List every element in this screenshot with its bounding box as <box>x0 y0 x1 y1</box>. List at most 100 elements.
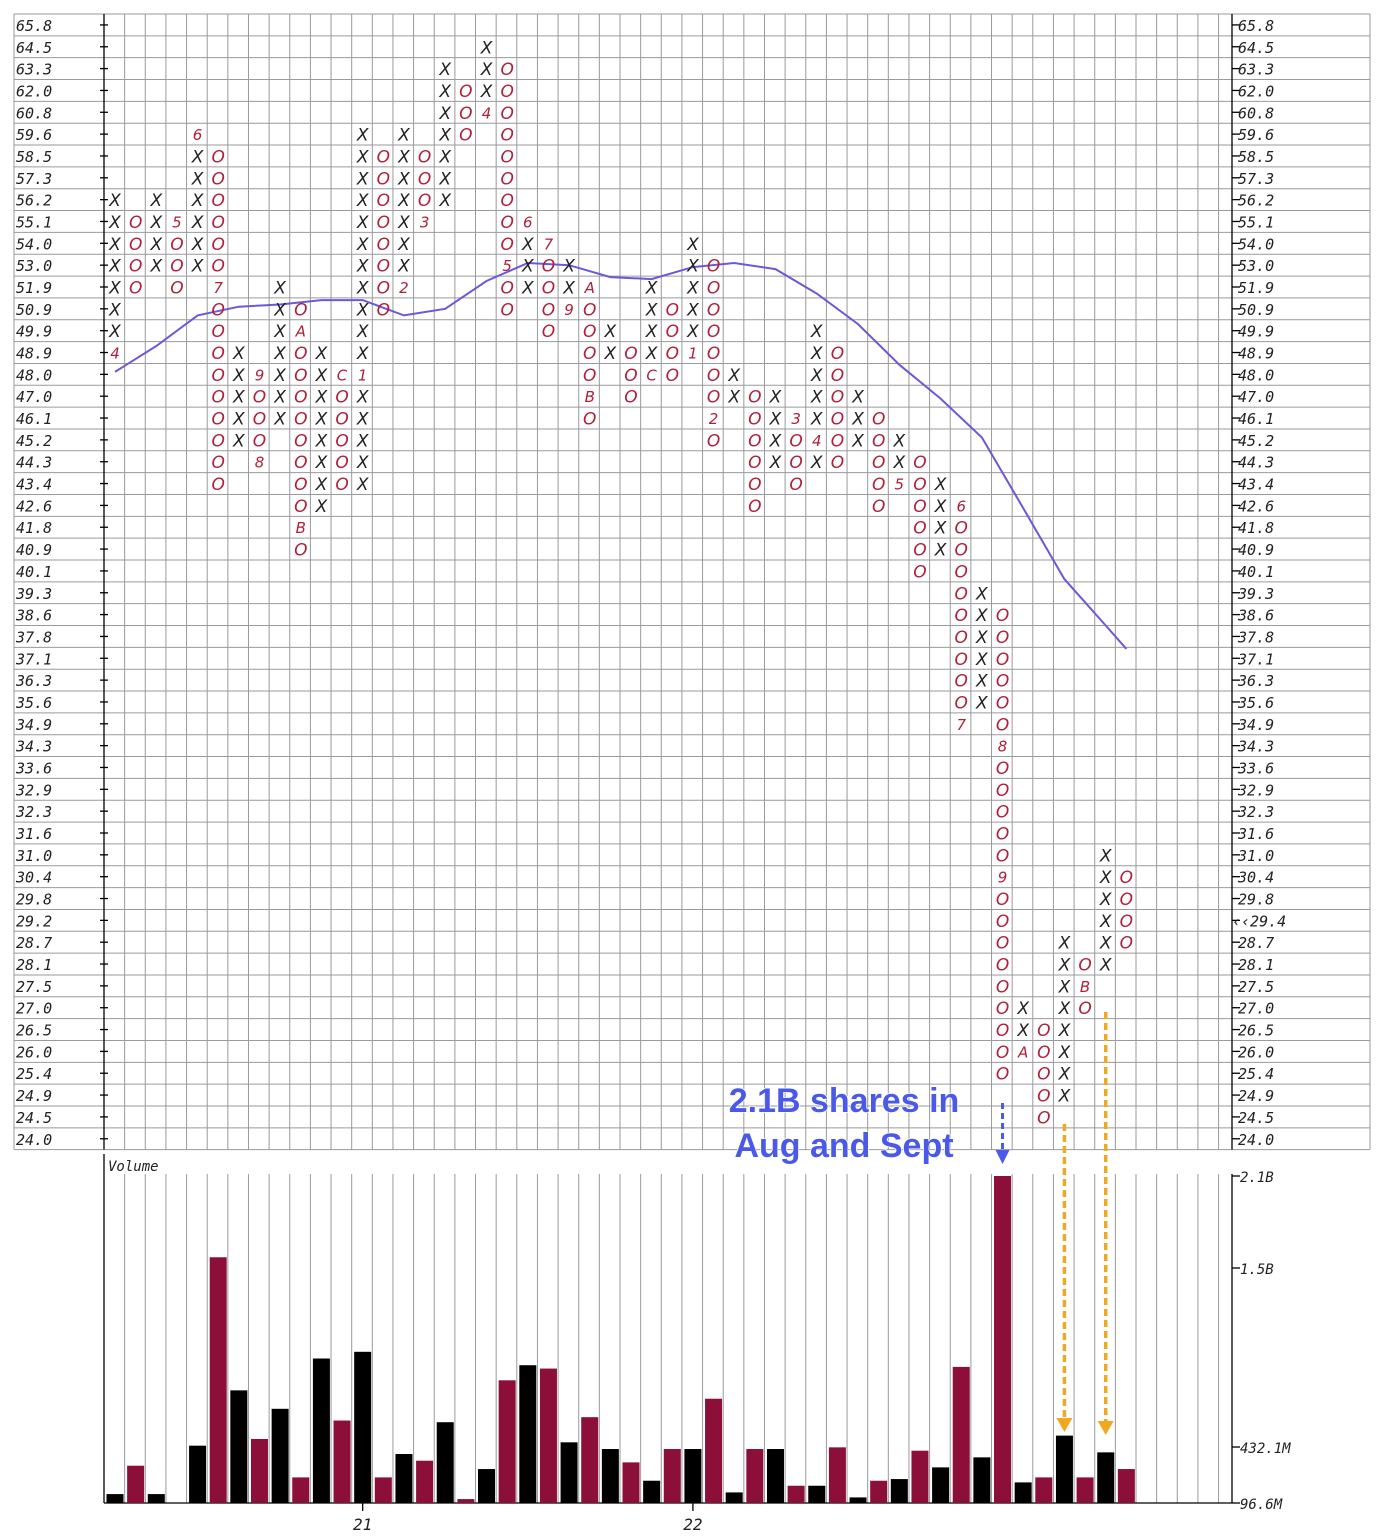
o-symbol: O <box>500 60 513 80</box>
left-tick-label: 53.0 <box>16 257 52 275</box>
month-marker: 2 <box>399 279 409 297</box>
o-symbol: O <box>377 279 390 299</box>
left-tick-label: 33.6 <box>15 759 52 777</box>
x-symbol: X <box>645 279 658 299</box>
o-symbol: O <box>666 300 679 320</box>
o-symbol: O <box>913 562 926 582</box>
o-symbol: O <box>872 453 885 473</box>
o-symbol: O <box>500 191 513 211</box>
o-symbol: O <box>170 257 183 277</box>
month-marker: 6 <box>956 497 966 515</box>
volume-bar <box>994 1176 1012 1503</box>
left-tick-label: 45.2 <box>16 432 52 450</box>
month-marker: C <box>646 366 657 384</box>
x-symbol: X <box>356 300 369 320</box>
x-symbol: X <box>769 431 782 451</box>
right-tick-label: 48.0 <box>1238 366 1274 384</box>
left-tick-label: 34.3 <box>15 738 52 756</box>
o-symbol: O <box>129 257 142 277</box>
o-symbol: O <box>624 344 637 364</box>
x-symbol: X <box>315 344 328 364</box>
o-symbol: O <box>542 300 555 320</box>
x-symbol: X <box>480 38 493 58</box>
o-symbol: O <box>1120 890 1133 910</box>
volume-bar <box>581 1417 599 1503</box>
left-tick-label: 50.9 <box>16 301 52 319</box>
o-symbol: O <box>377 235 390 255</box>
left-tick-label: 27.0 <box>16 1000 52 1018</box>
month-marker: 4 <box>482 104 492 122</box>
left-tick-label: 24.5 <box>16 1109 52 1127</box>
o-symbol: O <box>294 366 307 386</box>
left-tick-label: 60.8 <box>16 104 52 122</box>
o-symbol: O <box>129 235 142 255</box>
left-tick-label: 35.6 <box>15 694 52 712</box>
x-symbol: X <box>851 410 864 430</box>
right-tick-label: 28.1 <box>1238 956 1274 974</box>
o-symbol: O <box>170 279 183 299</box>
right-tick-label: 45.2 <box>1238 432 1274 450</box>
x-symbol: X <box>232 431 245 451</box>
o-symbol: O <box>253 410 266 430</box>
x-symbol: X <box>810 366 823 386</box>
o-symbol: O <box>955 672 968 692</box>
o-symbol: O <box>996 606 1009 626</box>
o-symbol: O <box>294 410 307 430</box>
x-symbol: X <box>892 431 905 451</box>
right-tick-label: 44.3 <box>1238 454 1274 472</box>
x-symbol: X <box>191 257 204 277</box>
x-symbol: X <box>438 191 451 211</box>
o-symbol: O <box>872 497 885 517</box>
x-symbol: X <box>769 410 782 430</box>
volume-grid <box>103 1154 1233 1504</box>
x-symbol: X <box>315 475 328 495</box>
x-symbol: X <box>438 60 451 80</box>
orange-arrow-head <box>1056 1418 1073 1432</box>
volume-bar <box>643 1480 661 1503</box>
volume-bar <box>250 1438 268 1503</box>
o-symbol: O <box>955 650 968 670</box>
right-tick-label: 35.6 <box>1237 694 1274 712</box>
o-symbol: O <box>212 235 225 255</box>
left-tick-label: 56.2 <box>16 192 52 210</box>
month-marker: 9 <box>564 301 574 319</box>
x-symbol: X <box>934 475 947 495</box>
o-symbol: O <box>748 410 761 430</box>
o-symbol: O <box>1037 1043 1050 1063</box>
month-marker: 5 <box>502 257 512 275</box>
x-symbol: X <box>810 344 823 364</box>
right-price-axis: 65.8 64.5 63.3 62.0 60.8 59.6 58.5 57.3 56.2 55.1… <box>1231 14 1286 1150</box>
x-symbol: X <box>686 322 699 342</box>
x-symbol: X <box>1016 999 1029 1019</box>
x-symbol: X <box>645 300 658 320</box>
o-symbol: O <box>583 410 596 430</box>
x-symbol: X <box>108 257 121 277</box>
o-symbol: O <box>1120 912 1133 932</box>
x-symbol: X <box>191 147 204 167</box>
volume-axis: 2.1B 1.5B 432.1M 96.6M <box>1232 1170 1291 1513</box>
x-symbol: X <box>1099 956 1112 976</box>
o-symbol: O <box>253 431 266 451</box>
o-symbol: O <box>418 191 431 211</box>
o-symbol: O <box>294 497 307 517</box>
month-marker: 1 <box>688 345 698 363</box>
volume-bar <box>147 1494 165 1503</box>
right-tick-label: 63.3 <box>1238 61 1274 79</box>
o-symbol: O <box>129 279 142 299</box>
o-symbol: O <box>335 453 348 473</box>
o-symbol: O <box>996 956 1009 976</box>
volume-bar <box>1117 1469 1135 1503</box>
x-symbol: X <box>1099 912 1112 932</box>
right-tick-label: 60.8 <box>1238 104 1274 122</box>
o-symbol: O <box>955 562 968 582</box>
o-symbol: O <box>212 453 225 473</box>
right-tick-label: 43.4 <box>1238 476 1274 494</box>
x-symbol: X <box>1058 934 1071 954</box>
right-tick-label: 26.0 <box>1238 1043 1274 1061</box>
x-symbol: X <box>810 322 823 342</box>
x-symbol: X <box>521 235 534 255</box>
o-symbol: O <box>500 126 513 146</box>
right-tick-label: 26.5 <box>1238 1022 1274 1040</box>
month-marker: B <box>585 388 595 406</box>
right-tick-label: 24.5 <box>1238 1109 1274 1127</box>
